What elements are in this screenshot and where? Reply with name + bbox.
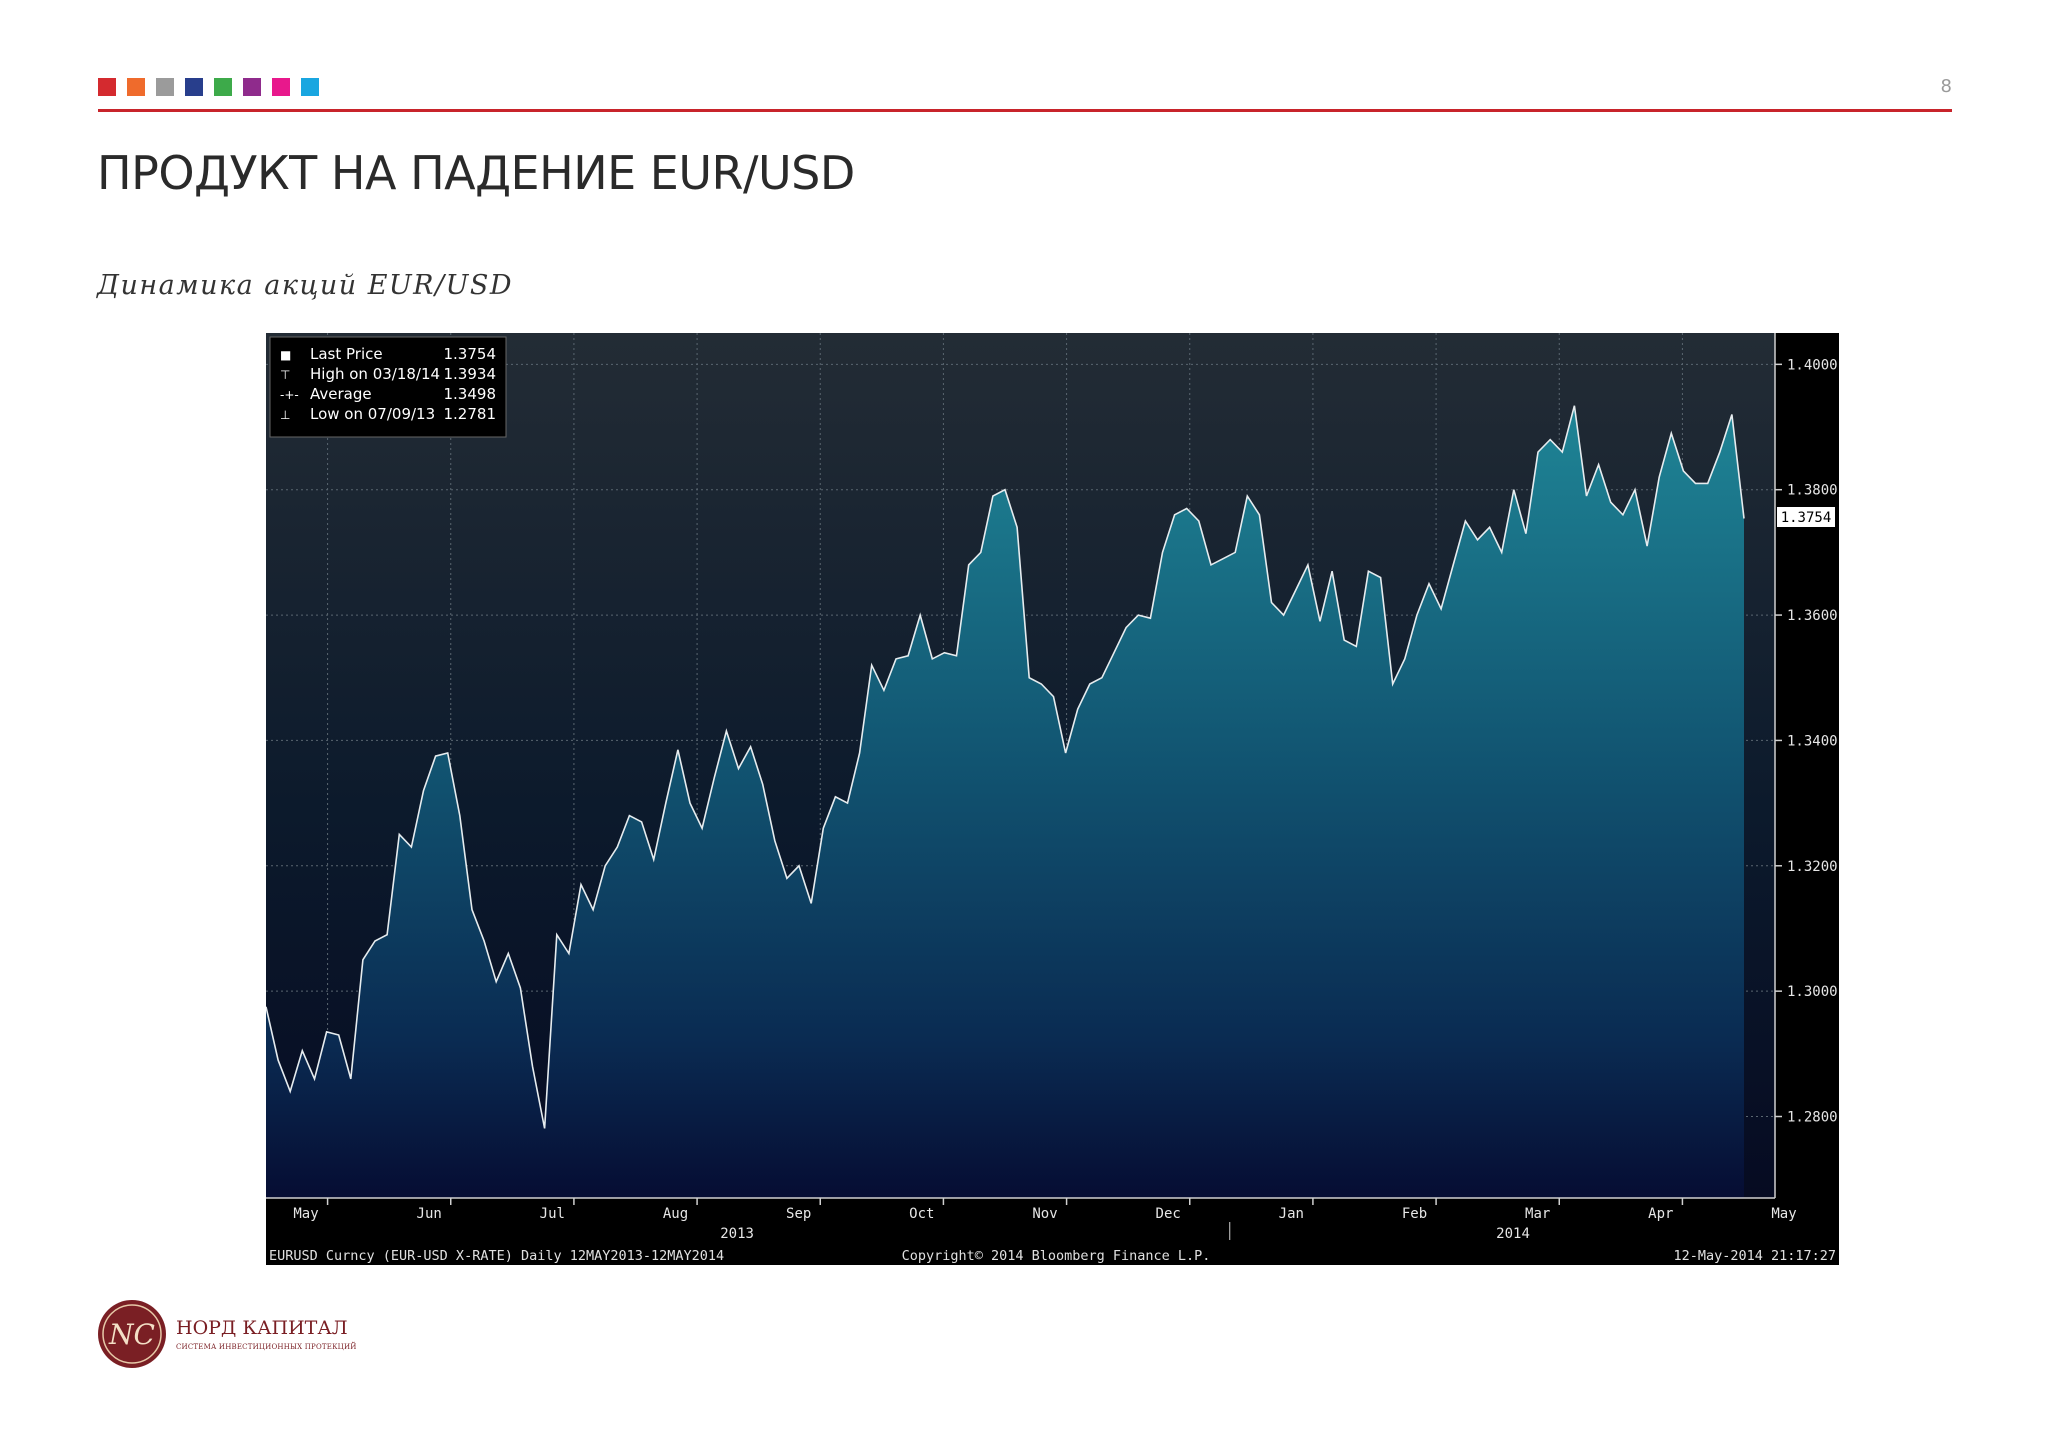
legend-label: Average — [310, 385, 372, 403]
x-month-label: Mar — [1525, 1206, 1550, 1222]
y-tick-label: 1.3600 — [1787, 608, 1838, 624]
chart-footer: EURUSD Curncy (EUR-USD X-RATE) Daily 12M… — [269, 1248, 1836, 1264]
color-square-5 — [214, 78, 232, 96]
price-line — [266, 405, 1745, 1129]
x-month-label: Apr — [1648, 1206, 1673, 1222]
y-tick-label: 1.3400 — [1787, 733, 1838, 749]
brand-color-squares — [98, 78, 319, 96]
color-square-1 — [98, 78, 116, 96]
page-number: 8 — [1940, 76, 1952, 97]
chart-svg: 1.2800 1.3000 1.3200 1.3400 1.3600 1.3800 1.40… — [266, 333, 1839, 1265]
logo-tagline: СИСТЕМА ИНВЕСТИЦИОННЫХ ПРОТЕКЦИЙ — [176, 1343, 357, 1351]
legend-box — [269, 336, 507, 438]
y-tick-label: 1.3000 — [1787, 984, 1838, 1000]
x-month-label: May — [1771, 1206, 1796, 1222]
x-month-label: Jun — [417, 1206, 442, 1222]
legend-value: 1.2781 — [444, 405, 497, 423]
last-price-tag-text: 1.3754 — [1781, 510, 1832, 526]
x-axis: May Jun Jul Aug Sep Oct Nov Dec Jan Feb Mar Apr May 2… — [293, 1198, 1797, 1242]
chart-subtitle: Динамика акций EUR/USD — [97, 270, 514, 301]
company-logo: NC НОРД КАПИТАЛ СИСТЕМА ИНВЕСТИЦИОННЫХ П… — [96, 1298, 426, 1370]
chart-legend: ■ Last Price 1.3754 ⊤ High on 03/18/14 1.3934… — [269, 336, 507, 438]
last-price-tag-box — [1777, 507, 1835, 527]
legend-icon: -+- — [280, 388, 299, 402]
logo-monogram-icon: NC — [98, 1300, 166, 1368]
color-square-7 — [272, 78, 290, 96]
logo-name: НОРД КАПИТАЛ — [176, 1317, 348, 1339]
footer-left-text: EURUSD Curncy (EUR-USD X-RATE) Daily 12M… — [269, 1248, 724, 1264]
legend-value: 1.3934 — [444, 365, 497, 383]
legend-label: Last Price — [310, 345, 383, 363]
x-month-label: Aug — [663, 1206, 688, 1222]
y-tick-label: 1.3200 — [1787, 859, 1838, 875]
legend-value: 1.3754 — [444, 345, 497, 363]
slide-title: ПРОДУКТ НА ПАДЕНИЕ EUR/USD — [97, 146, 855, 200]
color-square-4 — [185, 78, 203, 96]
x-month-label: Jul — [540, 1206, 565, 1222]
x-month-label: Feb — [1402, 1206, 1427, 1222]
x-year-label: 2014 — [1496, 1226, 1530, 1242]
price-area — [266, 405, 1744, 1198]
legend-icon: ⊤ — [280, 368, 290, 382]
legend-value: 1.3498 — [444, 385, 497, 403]
x-month-label: Nov — [1032, 1206, 1057, 1222]
color-square-8 — [301, 78, 319, 96]
color-square-2 — [127, 78, 145, 96]
header-rule — [98, 109, 1952, 112]
color-square-3 — [156, 78, 174, 96]
legend-label: Low on 07/09/13 — [310, 405, 435, 423]
legend-icon: ■ — [280, 348, 291, 362]
logo-monogram: NC — [108, 1318, 155, 1351]
y-tick-label: 1.4000 — [1787, 357, 1838, 373]
x-month-label: Jan — [1279, 1206, 1304, 1222]
x-month-label: Dec — [1156, 1206, 1181, 1222]
x-year-label: 2013 — [720, 1226, 754, 1242]
color-square-6 — [243, 78, 261, 96]
x-month-label: May — [293, 1206, 318, 1222]
bloomberg-chart: 1.2800 1.3000 1.3200 1.3400 1.3600 1.3800 1.40… — [266, 333, 1839, 1265]
x-month-label: Sep — [786, 1206, 811, 1222]
legend-icon: ⊥ — [280, 408, 290, 422]
x-month-label: Oct — [909, 1206, 934, 1222]
y-tick-label: 1.3800 — [1787, 483, 1838, 499]
legend-label: High on 03/18/14 — [310, 365, 440, 383]
last-price-tag: 1.3754 — [1777, 507, 1835, 527]
y-tick-label: 1.2800 — [1787, 1110, 1838, 1126]
footer-copyright-text: Copyright© 2014 Bloomberg Finance L.P. — [902, 1248, 1211, 1264]
y-axis: 1.2800 1.3000 1.3200 1.3400 1.3600 1.3800 1.40… — [1775, 357, 1838, 1126]
footer-timestamp-text: 12-May-2014 21:17:27 — [1673, 1248, 1836, 1264]
